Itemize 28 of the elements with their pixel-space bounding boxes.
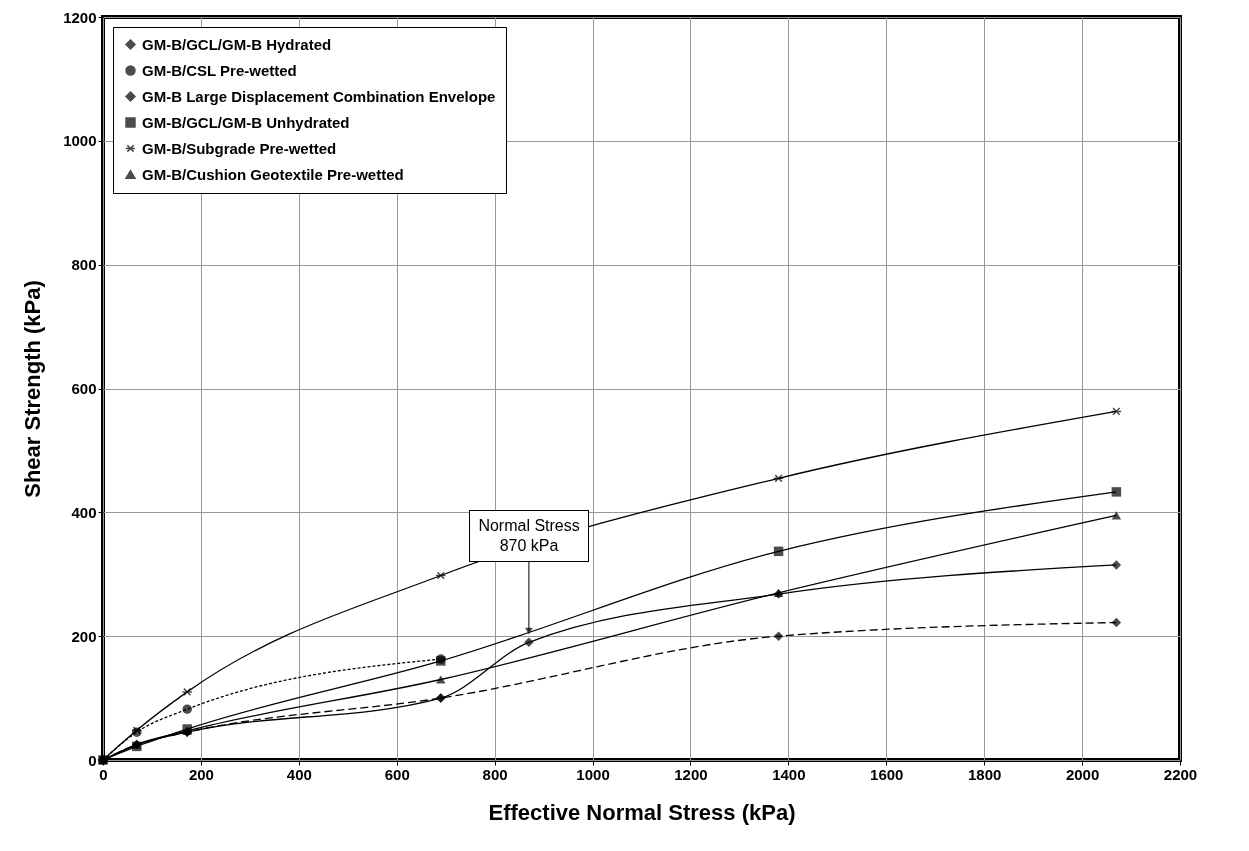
x-tick-label: 1600 [870, 765, 904, 783]
x-tick-label: 2000 [1065, 765, 1100, 783]
y-tick-label: 600 [71, 380, 97, 397]
x-tick-label: 200 [188, 765, 214, 783]
y-tick-label: 1000 [63, 132, 97, 150]
x-tick-label: 1000 [576, 765, 610, 783]
callout-box: Normal Stress 870 kPa [469, 509, 589, 562]
y-tick-label: 0 [88, 751, 97, 769]
y-tick-label: 200 [71, 627, 97, 645]
legend-label: GM-B Large Displacement Combination Envelope [142, 87, 496, 105]
y-tick-label: 400 [71, 503, 97, 521]
legend-label: GM-B/CSL Pre-wetted [142, 61, 297, 79]
x-axis-title: Effective Normal Stress (kPa) [488, 799, 796, 825]
y-tick-label: 800 [71, 256, 97, 274]
x-tick-label: 1800 [967, 765, 1002, 783]
x-tick-label: 1200 [674, 765, 708, 783]
y-tick-label: 1200 [63, 8, 97, 26]
x-tick-label: 2200 [1163, 765, 1198, 783]
legend-label: GM-B/Subgrade Pre-wetted [142, 139, 337, 157]
y-axis-title: Shear Strength (kPa) [20, 280, 46, 498]
x-tick-label: 600 [384, 765, 410, 783]
legend-label: GM-B/Cushion Geotextile Pre-wetted [142, 165, 404, 183]
legend-label: GM-B/GCL/GM-B Hydrated [142, 35, 332, 53]
x-tick-label: 400 [286, 765, 312, 783]
x-tick-label: 1400 [772, 765, 806, 783]
x-tick-label: 800 [482, 765, 508, 783]
x-tick-label: 0 [99, 765, 108, 783]
legend-label: GM-B/GCL/GM-B Unhydrated [142, 113, 350, 131]
